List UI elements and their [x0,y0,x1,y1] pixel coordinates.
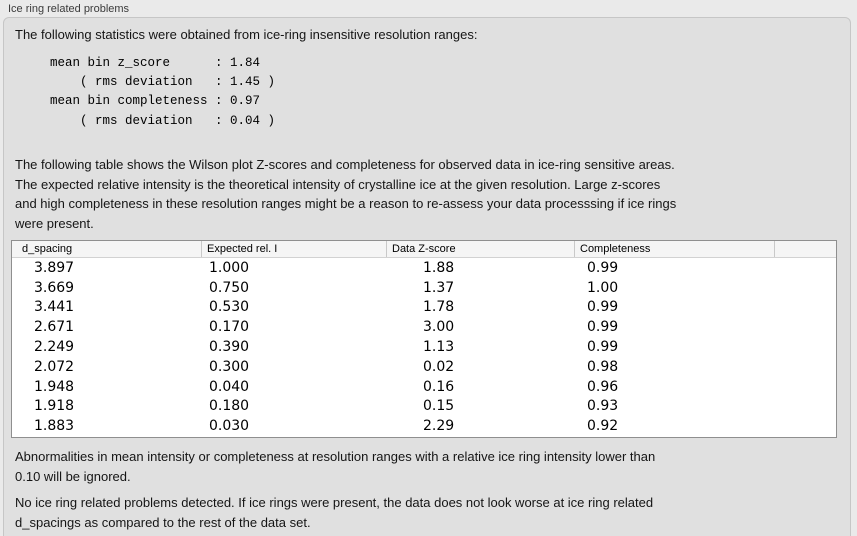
table-row[interactable]: 1.883 0.030 2.29 0.92 [12,416,836,436]
column-header-expected-rel-i[interactable]: Expected rel. I [201,241,386,257]
table-cell: 2.249 [34,339,75,356]
table-cell: 0.99 [587,299,619,316]
table-cell: 0.180 [209,398,250,415]
table-cell: 0.99 [587,259,619,276]
table-cell: 0.300 [209,358,250,375]
table-cell: 0.15 [423,398,455,415]
table-cell: 1.918 [34,398,75,415]
table-cell: 2.671 [34,319,75,336]
table-cell: 0.93 [587,398,619,415]
table-cell: 0.530 [209,299,250,316]
table-row[interactable]: 2.671 0.170 3.00 0.99 [12,317,836,337]
table-cell: 1.13 [423,339,455,356]
table-row[interactable]: 1.918 0.180 0.15 0.93 [12,397,836,417]
stats-summary-block: mean bin z_score : 1.84 ( rms deviation … [50,56,276,128]
table-cell: 3.441 [34,299,75,316]
table-description-text: The following table shows the Wilson plo… [15,157,677,231]
table-cell: 0.750 [209,279,250,296]
column-header-d-spacing[interactable]: d_spacing [22,243,73,255]
table-cell: 0.02 [423,358,455,375]
table-row[interactable]: 1.948 0.040 0.16 0.96 [12,377,836,397]
table-cell: 0.98 [587,358,619,375]
table-cell: 0.99 [587,319,619,336]
table-cell: 2.29 [423,418,455,435]
table-cell: 2.072 [34,358,75,375]
table-row[interactable]: 2.249 0.390 1.13 0.99 [12,337,836,357]
table-cell: 0.390 [209,339,250,356]
column-header-data-z-score[interactable]: Data Z-score [386,241,574,257]
stats-intro-text: The following statistics were obtained f… [15,27,478,42]
table-row[interactable]: 2.072 0.300 0.02 0.98 [12,357,836,377]
table-cell: 1.00 [587,279,619,296]
table-cell: 0.040 [209,378,250,395]
table-cell: 1.88 [423,259,455,276]
table-cell: 3.897 [34,259,75,276]
table-cell: 1.948 [34,378,75,395]
ignore-threshold-note: Abnormalities in mean intensity or compl… [15,449,656,484]
table-cell: 1.78 [423,299,455,316]
table-cell: 0.92 [587,418,619,435]
table-cell: 1.37 [423,279,455,296]
table-cell: 0.030 [209,418,250,435]
column-header-completeness[interactable]: Completeness [574,241,774,257]
table-cell: 1.883 [34,418,75,435]
table-cell: 0.96 [587,378,619,395]
table-cell: 1.000 [209,259,250,276]
table-header-row: d_spacing Expected rel. I Data Z-score C… [12,241,836,258]
panel-title: Ice ring related problems [8,3,130,15]
table-row[interactable]: 3.669 0.750 1.37 1.00 [12,278,836,298]
ice-ring-table[interactable]: d_spacing Expected rel. I Data Z-score C… [11,240,837,438]
table-cell: 3.00 [423,319,455,336]
table-body: 3.897 1.000 1.88 0.99 3.669 0.750 1.37 1.00 3.44… [12,258,836,436]
table-row[interactable]: 3.897 1.000 1.88 0.99 [12,258,836,278]
table-row[interactable]: 3.441 0.530 1.78 0.99 [12,298,836,318]
ice-ring-groupbox: The following statistics were obtained f… [3,17,851,536]
table-cell: 0.16 [423,378,455,395]
conclusion-text: No ice ring related problems detected. I… [15,495,654,530]
table-cell: 3.669 [34,279,75,296]
table-cell: 0.170 [209,319,250,336]
table-cell: 0.99 [587,339,619,356]
column-header-empty [774,241,836,257]
